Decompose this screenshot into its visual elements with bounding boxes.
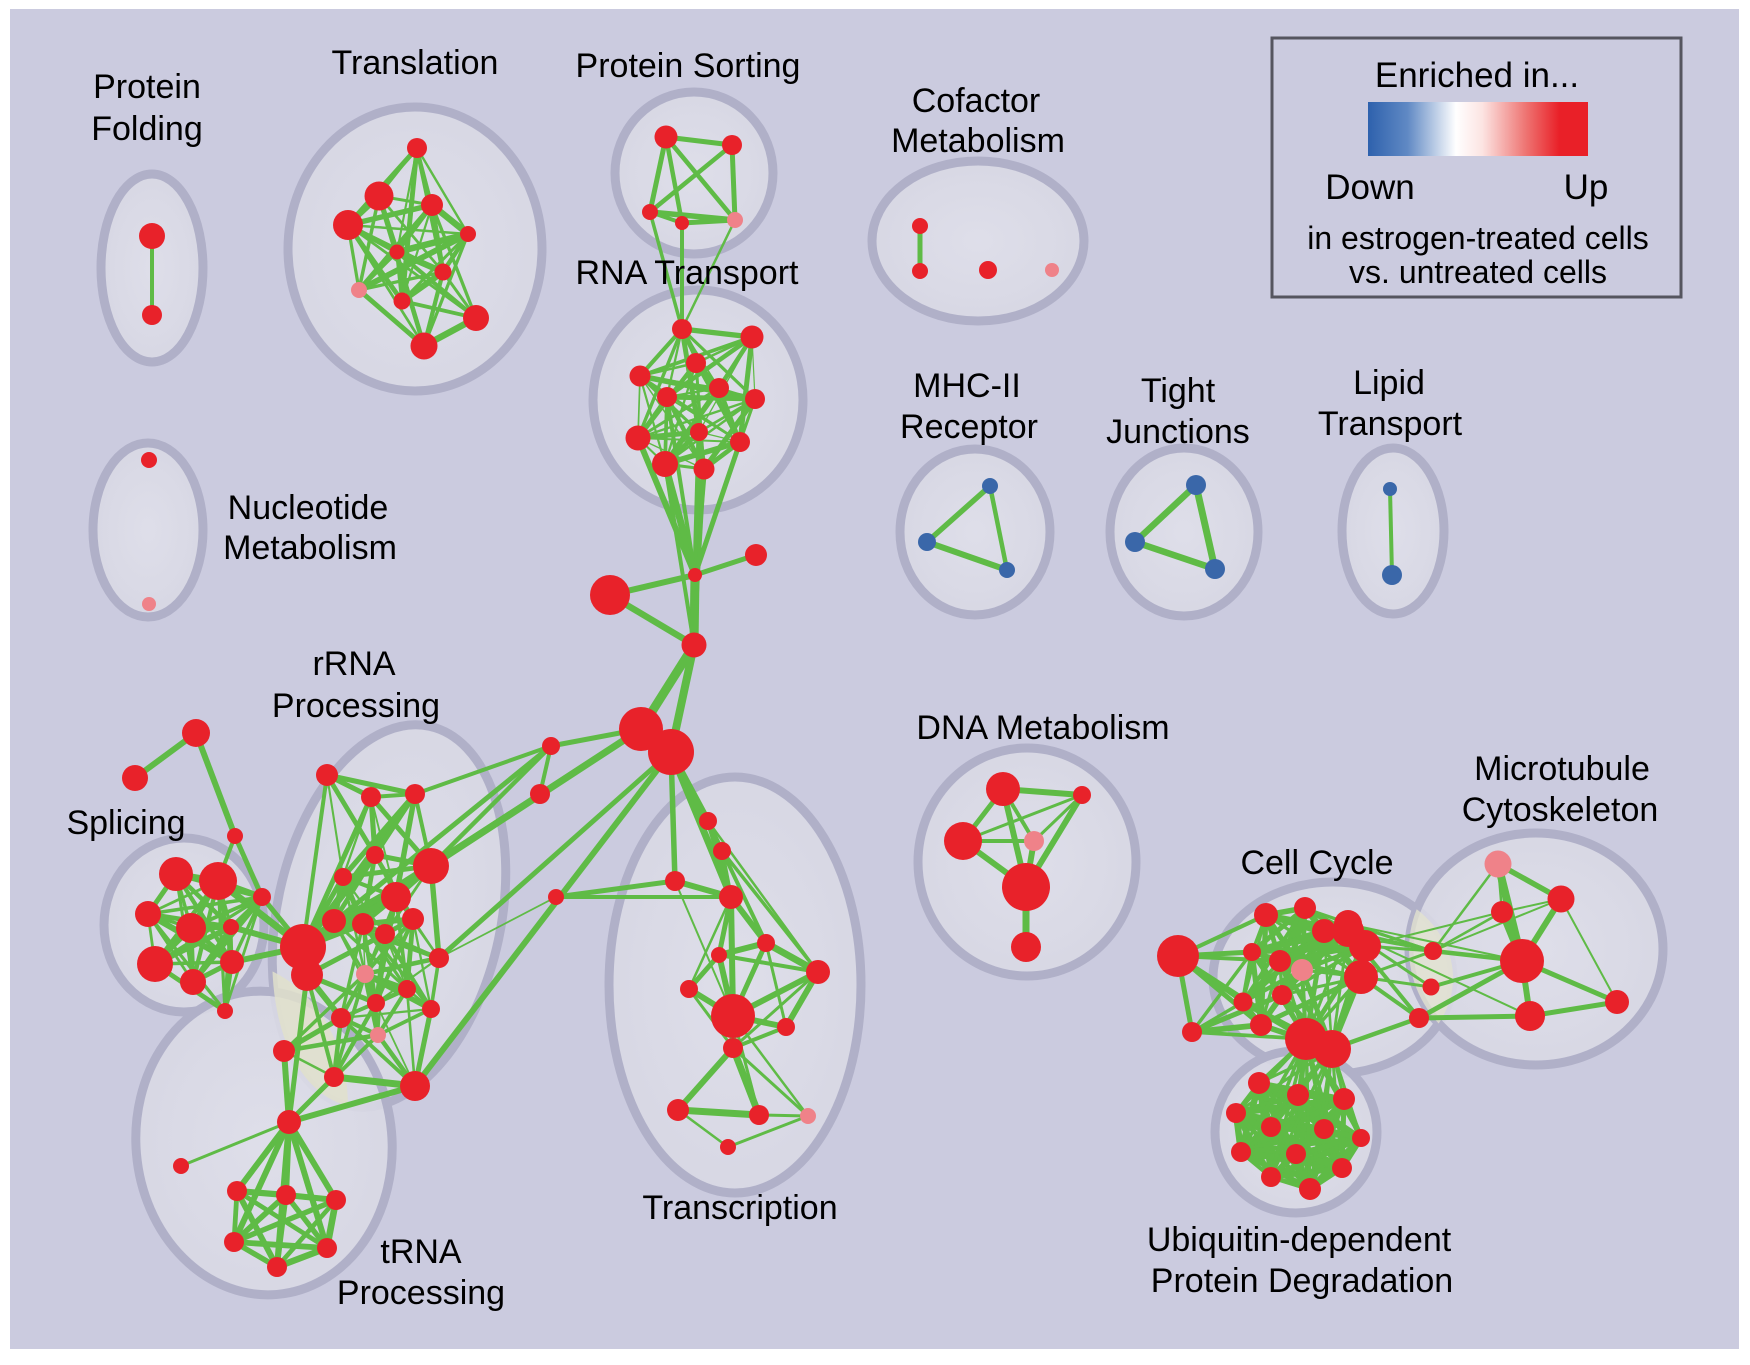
svg-text:Transport: Transport [1318, 405, 1463, 443]
svg-text:Transcription: Transcription [642, 1189, 837, 1227]
svg-text:Receptor: Receptor [900, 408, 1038, 446]
svg-text:Down: Down [1325, 168, 1414, 207]
svg-text:Protein Sorting: Protein Sorting [576, 47, 801, 85]
svg-text:RNA Transport: RNA Transport [576, 254, 800, 292]
svg-text:Tight: Tight [1141, 372, 1216, 410]
svg-text:MHC-II: MHC-II [913, 367, 1021, 405]
svg-text:rRNA: rRNA [312, 645, 395, 683]
svg-text:Microtubule: Microtubule [1474, 750, 1650, 788]
svg-text:Folding: Folding [91, 110, 203, 148]
svg-text:Splicing: Splicing [66, 804, 185, 842]
svg-text:Metabolism: Metabolism [223, 529, 397, 567]
svg-text:Enriched in...: Enriched in... [1375, 56, 1579, 95]
svg-text:Cytoskeleton: Cytoskeleton [1462, 791, 1659, 829]
svg-text:Nucleotide: Nucleotide [228, 489, 389, 527]
svg-text:Translation: Translation [332, 44, 499, 82]
svg-text:Metabolism: Metabolism [891, 122, 1065, 160]
svg-text:Lipid: Lipid [1353, 364, 1425, 402]
svg-text:vs. untreated cells: vs. untreated cells [1349, 254, 1607, 290]
svg-text:Processing: Processing [272, 687, 440, 725]
svg-text:tRNA: tRNA [380, 1233, 462, 1271]
svg-text:Up: Up [1564, 168, 1609, 207]
svg-text:DNA Metabolism: DNA Metabolism [916, 709, 1169, 747]
svg-text:Processing: Processing [337, 1274, 505, 1312]
svg-text:Ubiquitin-dependent: Ubiquitin-dependent [1147, 1221, 1452, 1259]
svg-text:Junctions: Junctions [1106, 413, 1250, 451]
svg-text:Cell Cycle: Cell Cycle [1240, 844, 1393, 882]
svg-text:Protein Degradation: Protein Degradation [1151, 1262, 1453, 1300]
svg-text:Cofactor: Cofactor [912, 82, 1041, 120]
svg-text:in estrogen-treated cells: in estrogen-treated cells [1307, 220, 1649, 256]
svg-text:Protein: Protein [93, 68, 201, 106]
